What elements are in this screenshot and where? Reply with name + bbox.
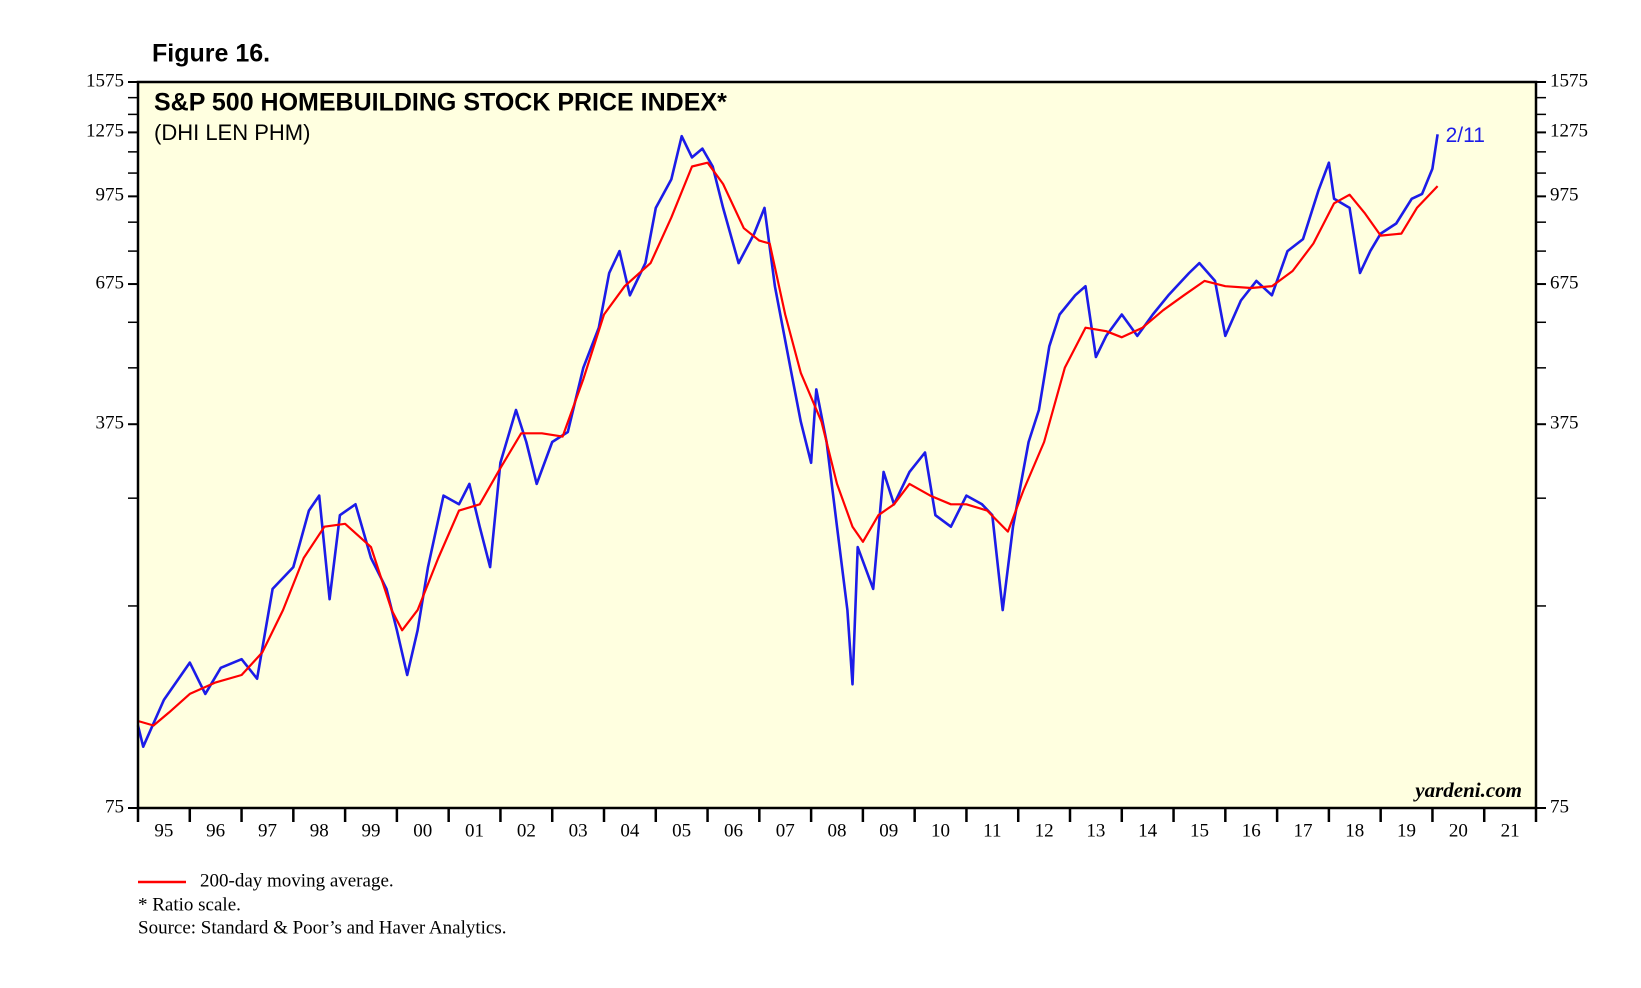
x-tick-label: 03 xyxy=(569,820,588,841)
series-line xyxy=(136,134,1439,748)
x-tick-label: 95 xyxy=(154,820,173,841)
y-tick-label: 675 xyxy=(1550,272,1579,293)
legend-label: 200-day moving average. xyxy=(200,870,394,891)
y-tick-label: 375 xyxy=(96,413,125,434)
y-tick-label: 1275 xyxy=(86,121,124,142)
annotation: 2/11 xyxy=(1446,124,1485,147)
y-tick-label: 1575 xyxy=(86,70,124,91)
x-tick-label: 20 xyxy=(1449,820,1468,841)
x-tick-label: 04 xyxy=(620,820,640,841)
series-line xyxy=(137,161,1439,727)
y-tick-label: 975 xyxy=(1550,185,1579,206)
plot-background xyxy=(138,82,1536,808)
x-tick-label: 18 xyxy=(1345,820,1364,841)
x-tick-label: 07 xyxy=(776,820,795,841)
plot-border xyxy=(136,80,1538,810)
x-tick-label: 19 xyxy=(1397,820,1416,841)
x-tick-label: 15 xyxy=(1190,820,1209,841)
x-tick-label: 00 xyxy=(413,820,432,841)
watermark: yardeni.com xyxy=(1412,778,1522,802)
x-tick-label: 09 xyxy=(879,820,898,841)
x-tick-label: 06 xyxy=(724,820,743,841)
x-tick-label: 98 xyxy=(310,820,329,841)
y-tick-label: 375 xyxy=(1550,413,1579,434)
x-tick-label: 05 xyxy=(672,820,691,841)
x-tick-label: 14 xyxy=(1138,820,1158,841)
chart-subtitle: (DHI LEN PHM) xyxy=(154,120,310,145)
x-tick-label: 11 xyxy=(983,820,1001,841)
y-tick-label: 75 xyxy=(105,796,124,817)
note: * Ratio scale. xyxy=(138,894,241,915)
y-tick-label: 1275 xyxy=(1550,121,1588,142)
note: Source: Standard & Poor’s and Haver Anal… xyxy=(138,917,507,938)
chart-title: S&P 500 HOMEBUILDING STOCK PRICE INDEX* xyxy=(154,89,727,117)
x-tick-label: 21 xyxy=(1501,820,1520,841)
y-tick-label: 675 xyxy=(96,272,125,293)
y-tick-label: 75 xyxy=(1550,796,1569,817)
x-tick-label: 17 xyxy=(1294,820,1313,841)
x-tick-label: 01 xyxy=(465,820,484,841)
x-tick-label: 02 xyxy=(517,820,536,841)
plot-area xyxy=(136,82,1536,808)
x-tick-label: 13 xyxy=(1086,820,1105,841)
y-tick-label: 1575 xyxy=(1550,70,1588,91)
figure-label: Figure 16. xyxy=(152,40,270,68)
y-tick-label: 975 xyxy=(96,185,125,206)
x-tick-label: 10 xyxy=(931,820,950,841)
x-tick-label: 16 xyxy=(1242,820,1261,841)
x-tick-label: 97 xyxy=(258,820,277,841)
x-tick-label: 99 xyxy=(362,820,381,841)
x-tick-label: 96 xyxy=(206,820,225,841)
x-tick-label: 08 xyxy=(828,820,847,841)
x-tick-label: 12 xyxy=(1035,820,1054,841)
